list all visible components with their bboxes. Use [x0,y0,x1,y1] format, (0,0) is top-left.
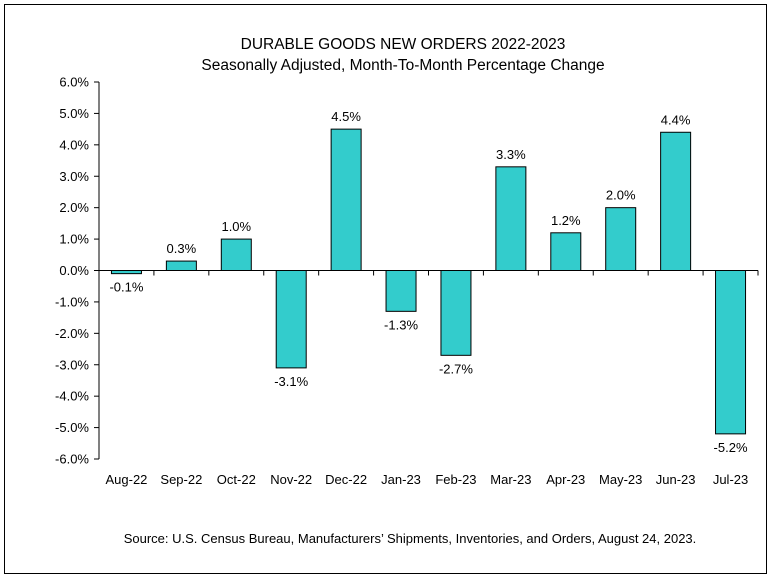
bar-apr-23 [550,232,582,272]
x-tick-label: Oct-22 [217,472,256,487]
data-label: -3.1% [274,374,308,389]
y-tick-label: -6.0% [55,452,89,467]
chart-subtitle: Seasonally Adjusted, Month-To-Month Perc… [201,57,604,74]
chart-title: DURABLE GOODS NEW ORDERS 2022-2023 [241,36,566,53]
data-label: 0.3% [167,241,197,256]
x-tick-label: May-23 [599,472,642,487]
data-label: -1.3% [384,317,418,332]
bar-jan-23 [385,270,417,312]
data-label: 4.4% [661,112,691,127]
x-tick-label: Jan-23 [381,472,421,487]
bar-nov-22 [275,270,307,369]
bar-chart: DURABLE GOODS NEW ORDERS 2022-2023 Seaso… [55,36,759,546]
y-tick-label: -4.0% [55,389,89,404]
source-note: Source: U.S. Census Bureau, Manufacturer… [124,531,697,546]
x-tick-label: Apr-23 [546,472,585,487]
bar-jul-23 [715,270,747,435]
x-tick-label: Jul-23 [713,472,748,487]
chart-frame: DURABLE GOODS NEW ORDERS 2022-2023 Seaso… [4,4,767,574]
y-tick-label: 3.0% [59,169,89,184]
data-label: 2.0% [606,188,636,203]
bar-may-23 [605,207,637,272]
bar-jun-23 [660,131,692,272]
x-tick-label: Sep-22 [160,472,202,487]
y-tick-label: 4.0% [59,137,89,152]
y-tick-label: 2.0% [59,200,89,215]
data-label: 1.2% [551,213,581,228]
data-label: -2.7% [439,361,473,376]
plot-area: 6.0% 5.0% 4.0% 3.0% 2.0% 1.0% 0.0% -1.0% -2.0% -3… [55,75,759,487]
y-tick-label: 6.0% [59,75,89,90]
y-tick-label: -2.0% [55,326,89,341]
data-label: 4.5% [331,109,361,124]
x-tick-label: Feb-23 [435,472,476,487]
data-label: 1.0% [221,219,251,234]
y-tick-label: 0.0% [59,263,89,278]
bar-mar-23 [495,166,527,271]
y-tick-label: 1.0% [59,232,89,247]
data-label: 3.3% [496,147,526,162]
data-label: -5.2% [714,440,748,455]
bar-oct-22 [220,238,252,271]
data-label: -0.1% [109,280,143,295]
y-tick-label: 5.0% [59,106,89,121]
y-tick-label: -5.0% [55,420,89,435]
x-tick-label: Jun-23 [656,472,696,487]
y-tick-label: -1.0% [55,294,89,309]
y-tick-label: -3.0% [55,357,89,372]
x-tick-label: Nov-22 [270,472,312,487]
x-tick-label: Aug-22 [105,472,147,487]
bar-sep-22 [165,260,197,272]
bar-dec-22 [330,128,362,271]
x-tick-label: Dec-22 [325,472,367,487]
bar-feb-23 [440,270,472,356]
x-tick-label: Mar-23 [490,472,531,487]
